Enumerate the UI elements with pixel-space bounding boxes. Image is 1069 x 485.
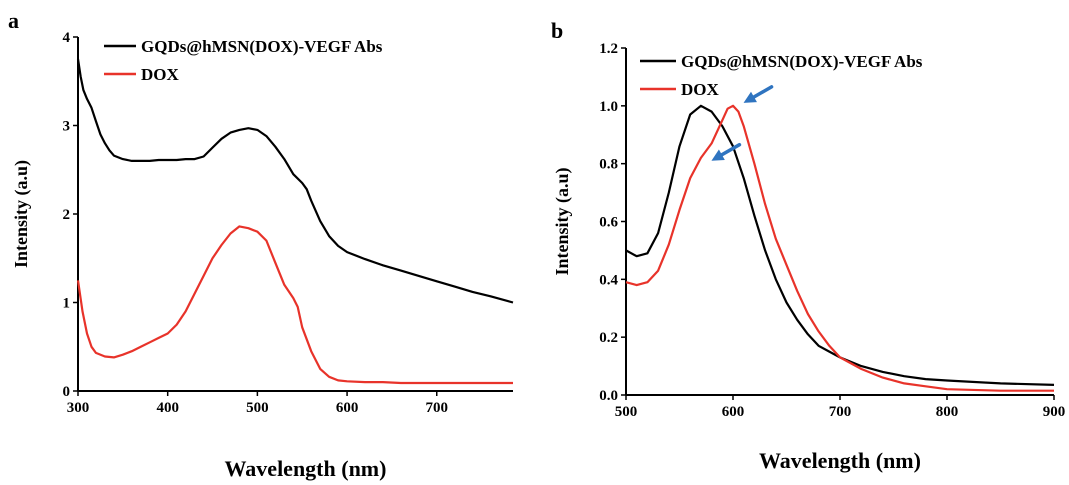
- series-line-gqds-hmsn: [76, 58, 514, 304]
- panel-b: b 500 600 700 800 900 0.0 0.2 0.4 0.6 0.8 1.0 1.2 Wa…: [551, 18, 1065, 473]
- x-tick-label: 400: [156, 400, 179, 416]
- panel-label-b: b: [551, 18, 563, 43]
- panel-a: a 300 400 500 600 700 0 1 2 3 4 Wavelength (nm) Int…: [8, 8, 514, 481]
- x-tick-label: 500: [246, 400, 269, 416]
- x-tick-label: 700: [829, 404, 852, 420]
- y-tick-label: 0.2: [599, 330, 618, 346]
- annotation-arrow: [711, 142, 742, 161]
- annotation-arrow: [743, 85, 774, 103]
- y-tick-label: 4: [63, 30, 71, 46]
- x-tick-label: 800: [936, 404, 959, 420]
- panel-label-a: a: [8, 8, 19, 33]
- legend-label: GQDs@hMSN(DOX)-VEGF Abs: [681, 52, 923, 71]
- y-tick-label: 1.0: [599, 99, 618, 115]
- x-tick-label: 900: [1043, 404, 1066, 420]
- y-axis-title: Intensity (a.u): [552, 167, 573, 275]
- x-axis-title: Wavelength (nm): [225, 456, 387, 481]
- y-tick-label: 3: [63, 119, 71, 135]
- legend-label: DOX: [141, 65, 180, 84]
- y-tick-label: 2: [63, 207, 71, 223]
- y-tick-label: 0.4: [599, 272, 618, 288]
- axes: 300 400 500 600 700 0 1 2 3 4: [63, 30, 513, 416]
- y-tick-label: 0: [63, 384, 71, 400]
- legend-label: DOX: [681, 80, 720, 99]
- x-tick-label: 600: [336, 400, 359, 416]
- x-tick-label: 300: [67, 400, 90, 416]
- series-line-gqds-hmsn: [625, 104, 1055, 386]
- series-line-dox: [625, 104, 1054, 392]
- legend-label: GQDs@hMSN(DOX)-VEGF Abs: [141, 37, 383, 56]
- y-axis-title: Intensity (a.u): [11, 160, 32, 268]
- y-tick-label: 1.2: [599, 41, 618, 57]
- y-tick-label: 1: [63, 296, 71, 312]
- y-tick-label: 0.6: [599, 215, 618, 231]
- x-tick-label: 500: [615, 404, 638, 420]
- series-line-dox: [76, 225, 513, 385]
- x-axis-title: Wavelength (nm): [759, 448, 921, 473]
- axes: 500 600 700 800 900 0.0 0.2 0.4 0.6 0.8 1.0 1.2: [599, 41, 1065, 420]
- x-tick-label: 600: [722, 404, 745, 420]
- y-tick-label: 0.8: [599, 157, 618, 173]
- x-tick-label: 700: [426, 400, 449, 416]
- y-tick-label: 0.0: [599, 388, 618, 404]
